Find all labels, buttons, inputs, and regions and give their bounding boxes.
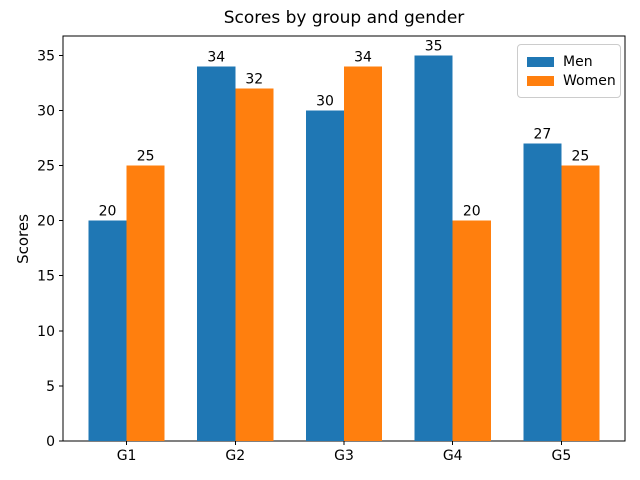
bar-women-g5: [561, 165, 600, 441]
bar-men-g3: [305, 110, 344, 441]
y-tick-label: 5: [46, 379, 55, 395]
bar-women-g3: [344, 66, 383, 441]
y-tick-label: 20: [37, 214, 55, 230]
y-tick-label: 15: [37, 269, 55, 285]
bar-value-label-men-g4: 35: [425, 38, 443, 54]
bar-value-label-women-g2: 32: [245, 71, 263, 87]
y-tick-label: 10: [37, 324, 55, 340]
y-tick-label: 0: [46, 434, 55, 450]
y-tick-label: 30: [37, 103, 55, 119]
y-axis-label: Scores: [14, 214, 32, 264]
bar-men-g2: [197, 66, 236, 441]
women-series-swatch: [527, 75, 554, 86]
x-tick-label: G1: [117, 448, 137, 464]
bar-value-label-men-g2: 34: [207, 49, 225, 65]
legend-item-women: Women: [527, 72, 616, 89]
bar-value-label-men-g5: 27: [533, 126, 551, 142]
bar-men-g5: [523, 143, 562, 441]
x-tick-label: G4: [443, 448, 463, 464]
bar-women-g4: [452, 220, 491, 441]
bar-women-g2: [235, 88, 274, 442]
men-series-swatch: [527, 56, 554, 67]
bar-men-g4: [414, 55, 453, 442]
x-tick-label: G3: [334, 448, 354, 464]
y-tick-label: 35: [37, 48, 55, 64]
bar-value-label-men-g3: 30: [316, 93, 334, 109]
bar-value-label-women-g1: 25: [137, 148, 155, 164]
bar-value-label-women-g4: 20: [463, 204, 481, 220]
legend-label-women: Women: [563, 72, 616, 89]
bar-women-g1: [126, 165, 165, 441]
legend-label-men: Men: [563, 53, 593, 70]
y-tick-label: 25: [37, 158, 55, 174]
legend: Men Women: [517, 44, 621, 98]
x-tick-label: G5: [552, 448, 572, 464]
bar-value-label-men-g1: 20: [99, 204, 117, 220]
chart-title: Scores by group and gender: [223, 8, 465, 28]
bar-value-label-women-g3: 34: [354, 49, 372, 65]
bar-value-label-women-g5: 25: [572, 148, 590, 164]
bar-men-g1: [88, 220, 127, 441]
legend-item-men: Men: [527, 53, 611, 70]
x-tick-label: G2: [225, 448, 245, 464]
